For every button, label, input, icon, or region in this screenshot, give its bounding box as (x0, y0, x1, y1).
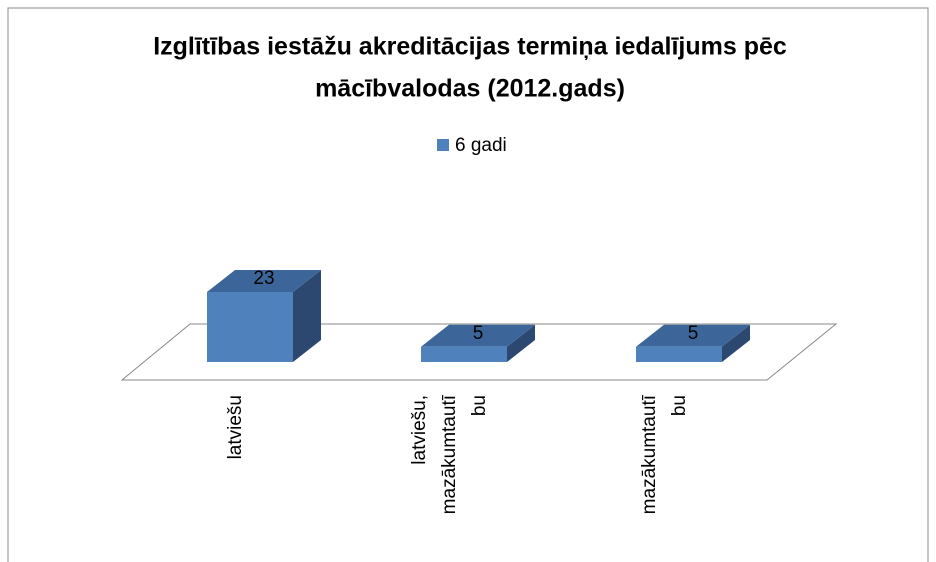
bar (421, 346, 507, 362)
data-label: 5 (688, 323, 699, 344)
bar-top (636, 324, 750, 347)
x-tick-label: bu (669, 395, 690, 416)
x-tick-label: latviešu, (409, 395, 430, 465)
chart-title: Izglītības iestāžu akreditācijas termiņa… (153, 33, 787, 61)
bar-side (293, 270, 321, 362)
chart-frame (7, 7, 929, 562)
x-tick-label: latviešu (225, 395, 246, 459)
bar-side (507, 324, 535, 362)
chart-title: mācībvalodas (2012.gads) (315, 75, 625, 103)
data-label: 23 (253, 268, 274, 289)
data-label: 5 (473, 323, 484, 344)
x-tick-label: mazākumtautī (639, 394, 660, 514)
x-tick-label: bu (469, 395, 490, 416)
x-tick-label: mazākumtautī (439, 394, 460, 514)
bar-top (421, 324, 535, 347)
legend-swatch (437, 139, 449, 151)
bar-side (722, 324, 750, 362)
bar-top (207, 270, 321, 292)
bar (207, 292, 293, 362)
legend-label: 6 gadi (455, 135, 507, 156)
bar (636, 346, 722, 362)
